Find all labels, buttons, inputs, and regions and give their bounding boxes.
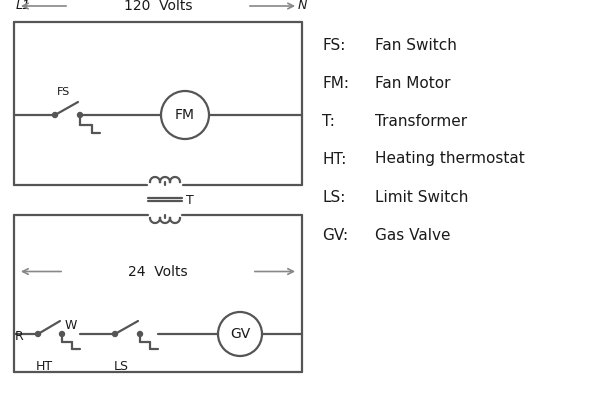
Text: T:: T: bbox=[322, 114, 335, 128]
Text: LS:: LS: bbox=[322, 190, 345, 204]
Text: GV:: GV: bbox=[322, 228, 348, 242]
Text: HT:: HT: bbox=[322, 152, 346, 166]
Text: LS: LS bbox=[113, 360, 129, 373]
Circle shape bbox=[53, 112, 57, 118]
Text: 24  Volts: 24 Volts bbox=[128, 264, 188, 278]
Text: W: W bbox=[65, 319, 77, 332]
Text: T: T bbox=[186, 194, 194, 206]
Text: Limit Switch: Limit Switch bbox=[375, 190, 468, 204]
Text: FM: FM bbox=[175, 108, 195, 122]
Text: 120  Volts: 120 Volts bbox=[124, 0, 192, 13]
Text: Fan Switch: Fan Switch bbox=[375, 38, 457, 52]
Text: Gas Valve: Gas Valve bbox=[375, 228, 451, 242]
Text: Fan Motor: Fan Motor bbox=[375, 76, 451, 90]
Text: FM:: FM: bbox=[322, 76, 349, 90]
Text: HT: HT bbox=[35, 360, 53, 373]
Text: L1: L1 bbox=[16, 0, 31, 12]
Text: GV: GV bbox=[230, 327, 250, 341]
Text: Heating thermostat: Heating thermostat bbox=[375, 152, 525, 166]
Text: FS:: FS: bbox=[322, 38, 345, 52]
Circle shape bbox=[77, 112, 83, 118]
Text: Transformer: Transformer bbox=[375, 114, 467, 128]
Circle shape bbox=[137, 332, 143, 336]
Text: FS: FS bbox=[57, 87, 70, 97]
Circle shape bbox=[35, 332, 41, 336]
Circle shape bbox=[113, 332, 117, 336]
Circle shape bbox=[60, 332, 64, 336]
Text: R: R bbox=[15, 330, 24, 344]
Text: N: N bbox=[297, 0, 307, 12]
